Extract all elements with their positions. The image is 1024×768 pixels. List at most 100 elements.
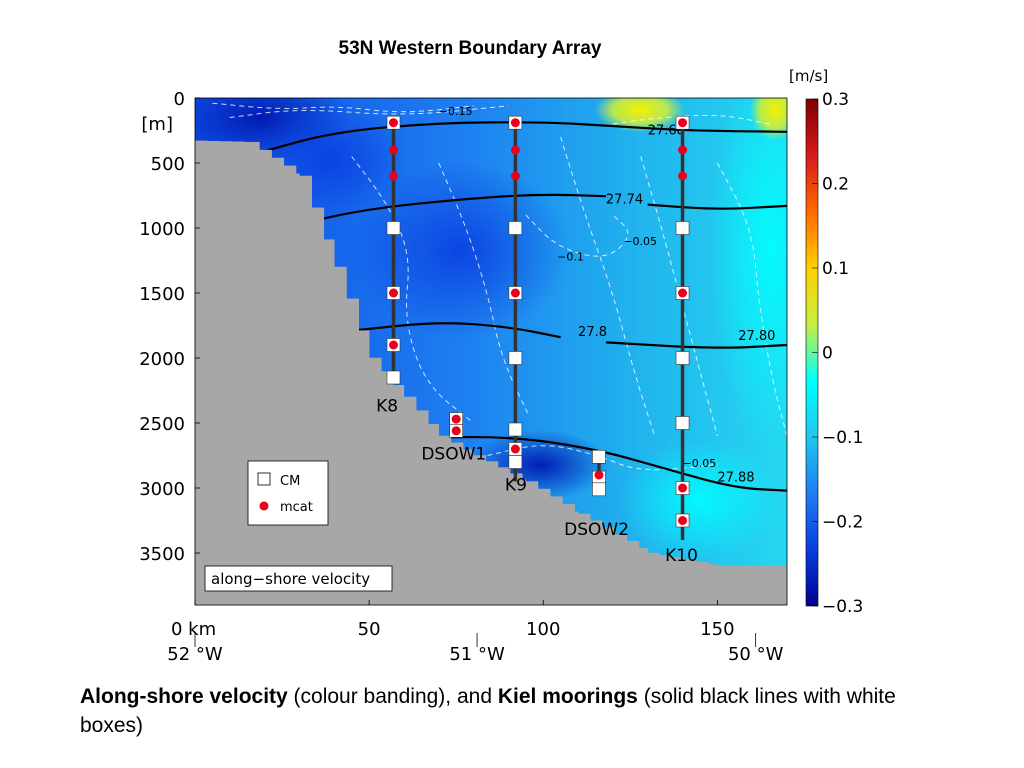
y-tick-label: 3500 <box>139 544 185 565</box>
cm-instrument <box>508 455 523 469</box>
mcat-instrument <box>388 145 398 155</box>
x-tick-label: 50 <box>358 619 381 640</box>
panel-label-text: along−shore velocity <box>211 570 370 588</box>
y-tick-label: 0 <box>174 89 185 110</box>
mcat-instrument <box>510 171 520 181</box>
velocity-dashed-contour <box>351 156 474 424</box>
mcat-instrument <box>510 288 520 298</box>
mcat-instrument <box>678 145 688 155</box>
velocity-dashed-contour <box>560 136 656 437</box>
velocity-dashed-contour <box>438 162 530 417</box>
longitude-tick-label: 51 °W <box>449 644 505 665</box>
colorbar-unit: [m/s] <box>789 67 828 85</box>
seafloor <box>194 140 788 606</box>
density-contour-label: 27.88 <box>717 471 754 486</box>
colorbar-tick-label: −0.3 <box>822 597 863 617</box>
mooring-label: K10 <box>665 546 698 566</box>
velocity-contour-label: −0.05 <box>623 235 657 248</box>
legend-cm-symbol <box>257 472 271 486</box>
velocity-light-patch <box>710 98 787 450</box>
legend-mcat-label: mcat <box>280 500 313 515</box>
y-tick-label: 2500 <box>139 414 185 435</box>
velocity-dashed-contour <box>487 445 718 471</box>
mcat-instrument <box>510 145 520 155</box>
page-title: 53N Western Boundary Array <box>338 38 602 59</box>
cm-instrument <box>508 422 523 437</box>
mcat-instrument <box>388 340 398 350</box>
cm-instrument <box>675 221 690 235</box>
mcat-instrument <box>451 414 461 424</box>
x-tick-label: 150 <box>700 619 734 640</box>
density-contour <box>253 121 787 155</box>
mcat-instrument <box>388 118 398 128</box>
cm-instrument <box>386 370 401 385</box>
mcat-instrument <box>678 171 688 181</box>
velocity-dashed-contour <box>612 114 770 125</box>
mooring-label: DSOW2 <box>564 520 629 540</box>
colorbar-tick-label: −0.1 <box>822 428 863 448</box>
longitude-tick-label: 52 °W <box>167 644 223 665</box>
legend-cm-label: CM <box>280 474 300 489</box>
y-tick-label: 3000 <box>139 479 185 500</box>
cm-instrument <box>675 351 690 365</box>
cm-instrument <box>592 482 606 497</box>
panel-label-box <box>204 565 393 592</box>
colorbar-tick-label: 0.3 <box>822 90 849 110</box>
mcat-instrument <box>510 118 520 128</box>
velocity-dashed-contour <box>229 105 509 118</box>
mcat-instrument <box>678 288 688 298</box>
colorbar: [m/s] 0.3 0.2 0.1 0 −0.1 −0.2 −0.3 <box>789 67 863 617</box>
legend: CM mcat <box>247 460 329 526</box>
mooring-label: DSOW1 <box>421 444 486 464</box>
mooring-label: K8 <box>376 396 398 416</box>
longitude-tick-label: 50 °W <box>728 644 784 665</box>
velocity-dashed-contour <box>640 156 718 437</box>
velocity-dashed-contour <box>716 162 787 437</box>
velocity-contour-label: −0.05 <box>683 457 717 470</box>
density-contour-label: 27.8 <box>578 325 607 340</box>
mcat-instrument <box>678 118 688 128</box>
y-tick-label: 1500 <box>139 284 185 305</box>
caption-bold-1: Along-shore velocity <box>80 685 288 708</box>
caption: Along-shore velocity (colour banding), a… <box>80 682 960 740</box>
density-contour-label: 27.68 <box>648 123 685 138</box>
legend-mcat-symbol <box>259 501 269 511</box>
density-contour <box>351 322 561 339</box>
colorbar-tick-label: 0 <box>822 344 833 364</box>
density-contour <box>605 341 787 349</box>
colorbar-tick-label: −0.2 <box>822 513 863 533</box>
moorings <box>386 115 690 540</box>
chart-figure: −0.15 −0.1 −0.05 −0.05 27.68 27.74 27.8 27.80 2… <box>139 67 863 665</box>
mcat-instrument <box>678 483 688 493</box>
plot-frame <box>194 97 788 606</box>
cm-instrument <box>508 221 523 235</box>
velocity-dashed-contour <box>525 214 629 257</box>
caption-bold-2: Kiel moorings <box>497 685 638 708</box>
mcat-instrument <box>678 516 688 525</box>
mcat-instrument <box>388 288 398 298</box>
mooring-label: K9 <box>505 476 527 496</box>
velocity-contour-label: −0.1 <box>557 251 584 264</box>
cm-instrument <box>675 416 690 430</box>
x-tick-label: 0 km <box>171 619 216 640</box>
velocity-positive-patch-2 <box>750 98 787 140</box>
y-axis-label: [m] <box>141 114 173 135</box>
density-contour-label: 27.74 <box>606 192 643 207</box>
velocity-dashed-contour <box>212 102 474 113</box>
colorbar-tick-label: 0.1 <box>822 259 849 279</box>
cm-instrument <box>508 351 523 365</box>
velocity-light-patch-2 <box>620 440 780 560</box>
axes: 0 500 1000 1500 2000 2500 3000 3500 [m] 0 km 50 100… <box>139 89 783 665</box>
mcat-instrument <box>388 171 398 181</box>
velocity-dashed-contours: −0.15 −0.1 −0.05 −0.05 <box>212 102 787 471</box>
panel-label: along−shore velocity <box>204 565 393 592</box>
legend-box <box>247 460 329 526</box>
caption-text-2: (solid black lines with white boxes) <box>80 685 896 737</box>
y-tick-label: 1000 <box>139 219 185 240</box>
density-contour-label: 27.80 <box>738 329 775 344</box>
colorbar-tick-label: 0.2 <box>822 175 849 195</box>
cm-instrument <box>592 449 606 464</box>
annotations: K8 K9 K10 DSOW1 DSOW2 <box>376 396 698 566</box>
mcat-instrument <box>510 444 520 454</box>
caption-text-1: (colour banding), and <box>287 685 498 708</box>
